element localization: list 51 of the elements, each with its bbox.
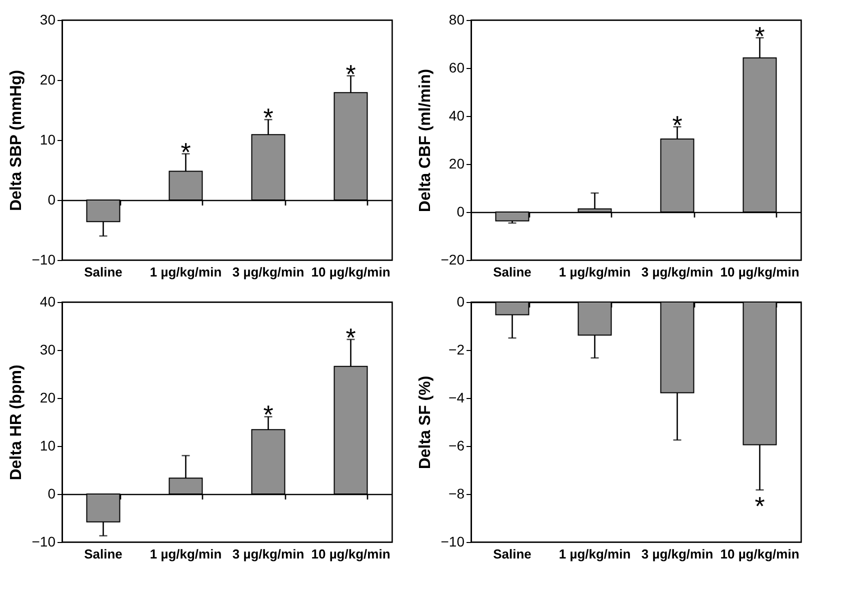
y-tick-label: 10 — [40, 438, 56, 454]
y-tick-label: 0 — [456, 294, 465, 310]
y-tick-label: −4 — [448, 390, 465, 406]
y-tick-label: 80 — [448, 12, 465, 28]
annotation: * — [754, 490, 765, 521]
x-tick-label: Saline — [493, 264, 532, 280]
x-tick-label: 3 µg/kg/min — [232, 264, 304, 280]
y-axis-title: Delta SBP (mmHg) — [8, 70, 25, 212]
y-tick-label: −10 — [32, 534, 56, 550]
y-tick-label: −20 — [440, 252, 465, 268]
y-tick-label: −10 — [440, 534, 465, 550]
x-tick-label: 10 µg/kg/min — [311, 264, 390, 280]
y-tick-label: 0 — [48, 192, 56, 208]
y-tick-label: 30 — [40, 342, 56, 358]
y-tick-label: 10 — [40, 132, 56, 148]
x-tick-label: 1 µg/kg/min — [558, 546, 631, 562]
y-axis-title: Delta SF (%) — [416, 376, 434, 470]
x-tick-label: 3 µg/kg/min — [641, 546, 714, 562]
annotation: * — [346, 58, 356, 89]
x-tick-label: 3 µg/kg/min — [232, 546, 304, 562]
y-tick-label: 20 — [40, 72, 56, 88]
y-tick-label: 60 — [448, 60, 465, 76]
y-axis-title: Delta CBF (ml/min) — [416, 68, 434, 212]
x-tick-label: Saline — [493, 546, 532, 562]
x-tick-label: 3 µg/kg/min — [641, 264, 714, 280]
y-tick-label: 20 — [448, 156, 465, 172]
y-axis-title: Delta HR (bpm) — [8, 364, 25, 480]
annotation: * — [346, 322, 356, 352]
y-tick-label: −6 — [448, 438, 465, 454]
x-tick-label: 1 µg/kg/min — [150, 546, 222, 562]
y-tick-label: 0 — [48, 486, 56, 502]
x-tick-label: Saline — [84, 546, 122, 562]
x-tick-label: Saline — [84, 264, 122, 280]
annotation: * — [754, 20, 765, 51]
x-tick-label: 10 µg/kg/min — [311, 546, 390, 562]
annotation: * — [263, 400, 274, 430]
annotation: * — [263, 102, 274, 133]
annotation: * — [180, 136, 191, 167]
y-tick-label: −10 — [32, 252, 56, 268]
y-tick-label: 0 — [456, 204, 465, 220]
x-tick-label: 10 µg/kg/min — [720, 546, 800, 562]
y-tick-label: 40 — [448, 108, 465, 124]
x-tick-label: 1 µg/kg/min — [150, 264, 222, 280]
x-tick-label: 1 µg/kg/min — [558, 264, 631, 280]
annotation: * — [672, 110, 682, 140]
y-tick-label: 40 — [40, 294, 56, 310]
y-tick-label: −8 — [448, 486, 465, 502]
x-tick-label: 10 µg/kg/min — [720, 264, 800, 280]
y-tick-label: 20 — [40, 390, 56, 406]
y-tick-label: −2 — [448, 342, 465, 358]
y-tick-label: 30 — [40, 12, 56, 28]
